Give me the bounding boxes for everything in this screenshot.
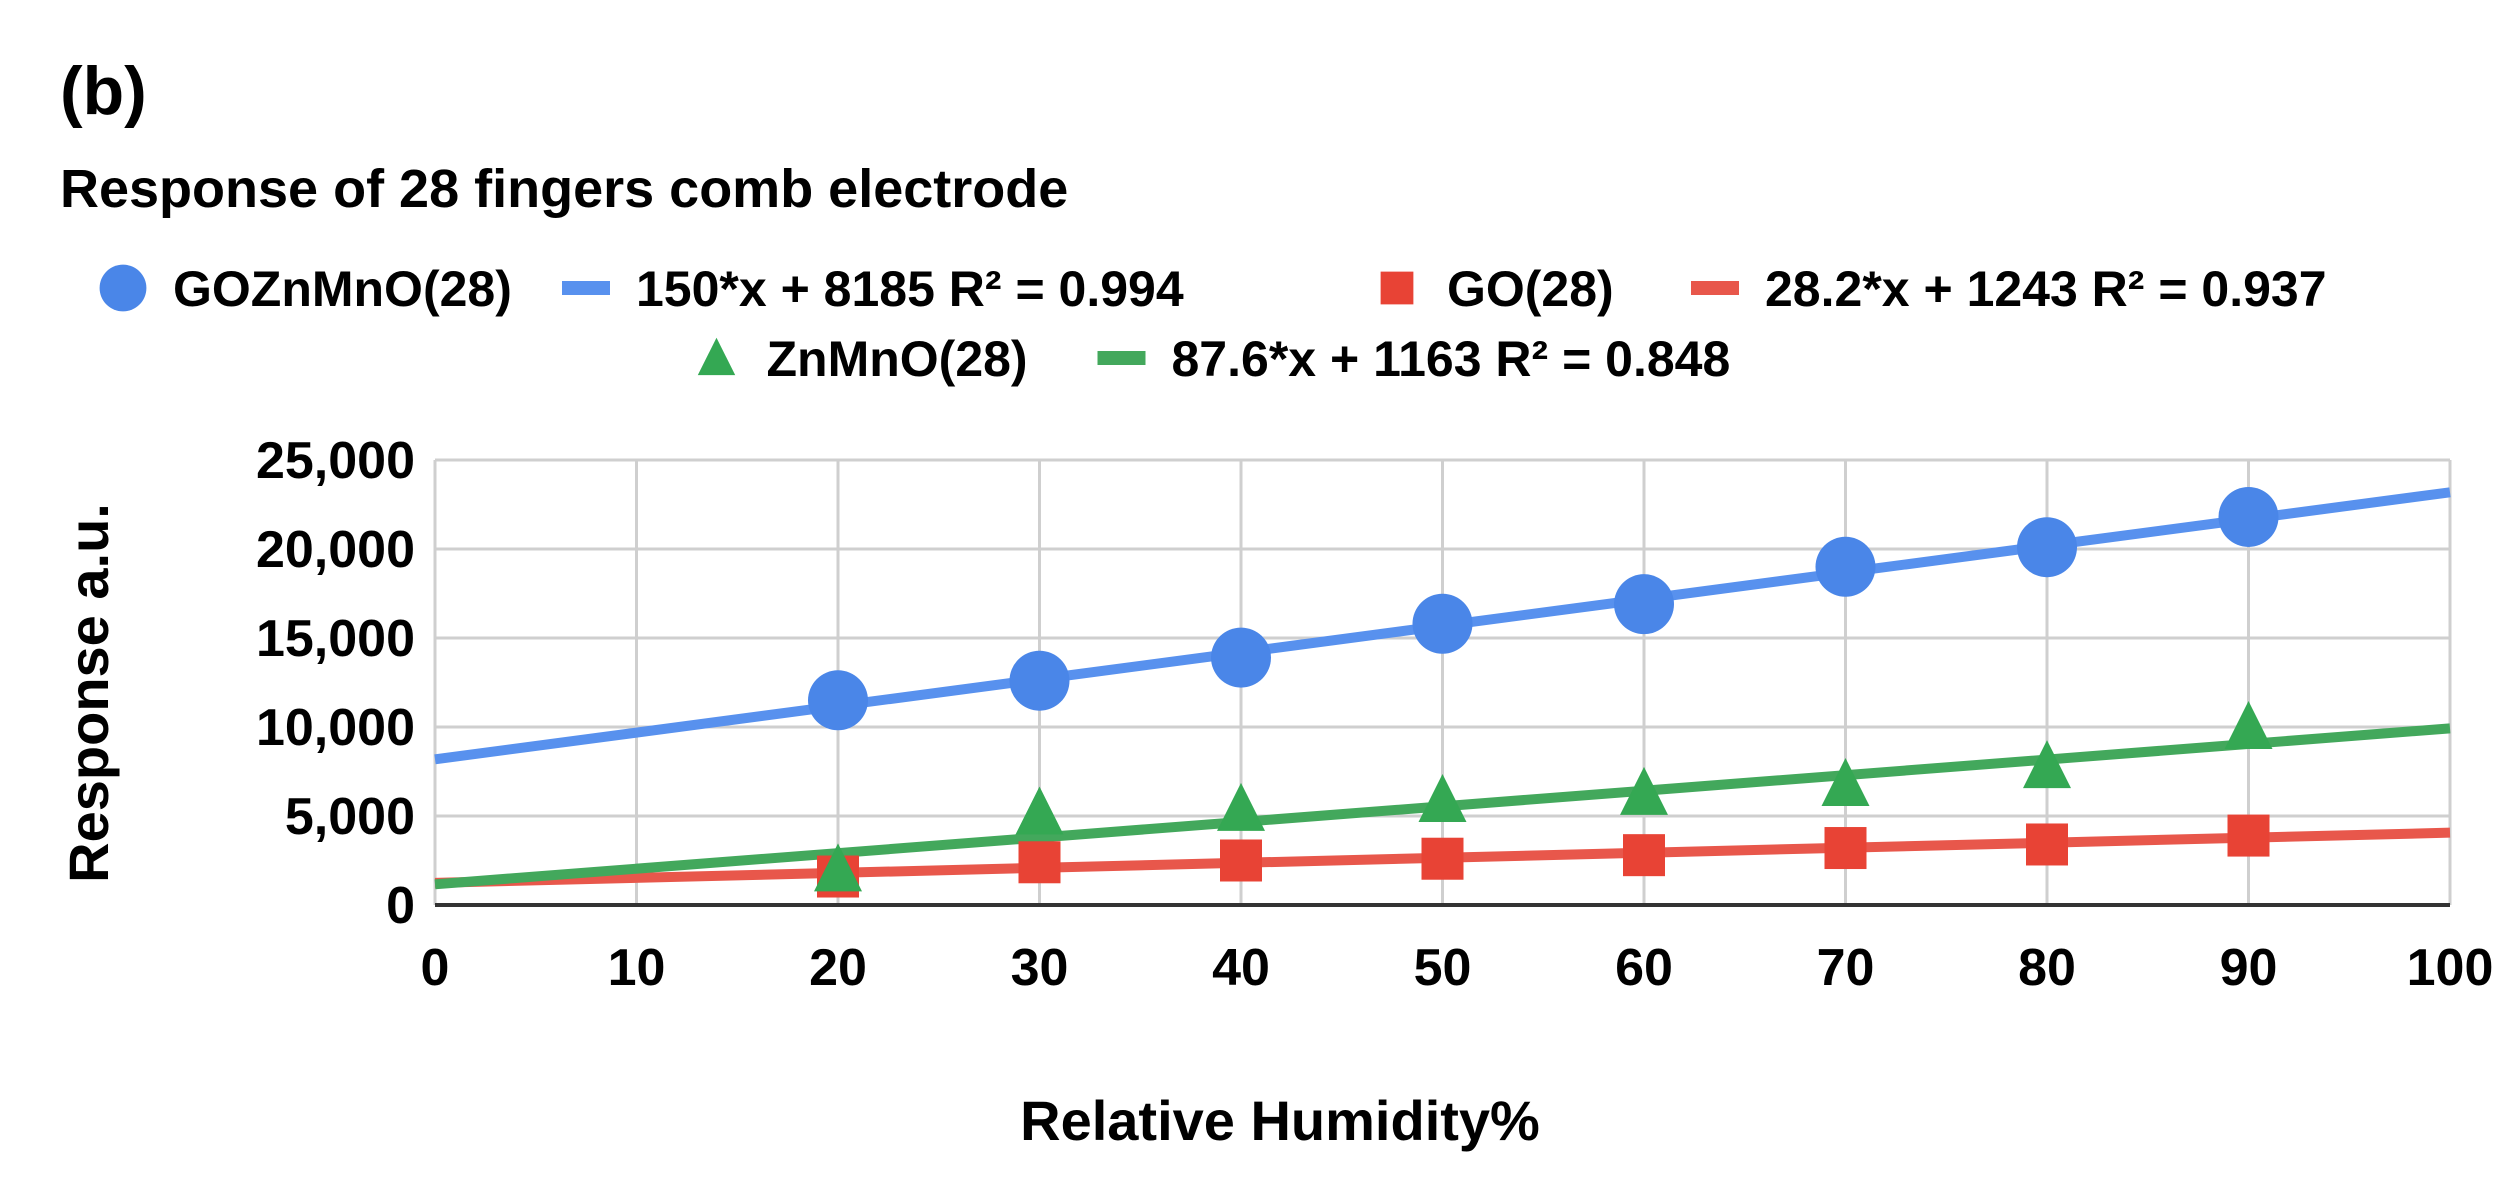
legend-trendline-goznmno-28-: 150*x + 8185 R² = 0.994 [562,261,1184,317]
x-tick-label: 20 [809,939,867,997]
x-tick-label: 10 [608,939,666,997]
data-point-znmno-28- [1620,766,1668,815]
data-point-znmno-28- [1418,773,1467,822]
x-tick-label: 70 [1817,939,1875,997]
data-point-znmno-28- [2224,701,2273,749]
data-point-goznmno-28- [1009,650,1070,711]
legend-trendline-go-28-: 28.2*x + 1243 R² = 0.937 [1691,261,2327,317]
legend-go-28--swatch [1380,271,1414,305]
data-point-go-28- [2227,814,2270,857]
x-tick-label: 30 [1011,939,1069,997]
data-point-goznmno-28- [1815,536,1876,597]
y-tick-label: 25,000 [256,432,415,490]
y-tick-label: 15,000 [256,610,415,668]
data-point-go-28- [1824,827,1867,870]
legend-znmno-28--swatch [697,337,736,376]
y-tick-label: 0 [386,877,415,935]
x-tick-label: 100 [2407,939,2494,997]
data-point-znmno-28- [1015,786,1064,835]
data-points [808,486,2279,898]
data-point-go-28- [1623,834,1665,877]
x-tick-label: 0 [421,939,450,997]
x-tick-label: 80 [2018,939,2076,997]
y-tick-label: 10,000 [256,699,415,757]
x-axis-label: Relative Humidity% [1020,1089,1540,1152]
data-point-goznmno-28- [1614,574,1674,635]
data-point-goznmno-28- [1412,593,1473,654]
data-point-go-28- [1421,837,1464,880]
chart-title: Response of 28 fingers comb electrode [60,159,1069,219]
legend: GOZnMnO(28) 150*x + 8185 R² = 0.994 GO(28)… [99,261,2327,387]
legend-goznmno-28--label: GOZnMnO(28) [173,261,512,317]
data-point-znmno-28- [1217,782,1265,831]
data-point-goznmno-28- [2017,517,2077,578]
data-point-goznmno-28- [2218,486,2279,547]
x-tick-label: 60 [1615,939,1673,997]
data-point-go-28- [2026,823,2068,866]
data-point-goznmno-28- [808,670,868,731]
legend-trendline-znmno-28--label: 87.6*x + 1163 R² = 0.848 [1172,331,1731,387]
legend-goznmno-28--swatch [99,264,147,312]
legend-trendline-goznmno-28--swatch [562,281,610,295]
data-point-znmno-28- [2023,740,2071,789]
y-tick-label: 5,000 [285,788,415,846]
data-point-znmno-28- [814,843,862,892]
data-point-go-28- [1018,841,1061,884]
data-point-goznmno-28- [1211,627,1271,688]
legend-trendline-znmno-28-: 87.6*x + 1163 R² = 0.848 [1097,331,1731,387]
data-point-znmno-28- [1821,757,1870,806]
legend-trendline-go-28--swatch [1691,281,1739,295]
legend-goznmno-28-: GOZnMnO(28) [99,261,512,317]
tick-labels: 0 10 20 30 40 50 60 70 80 90 100 0 5,000 10,000 15,000… [256,432,2493,997]
legend-znmno-28--label: ZnMnO(28) [767,331,1028,387]
data-point-go-28- [1220,839,1262,882]
y-tick-label: 20,000 [256,521,415,579]
y-axis-label: Response a.u. [57,503,120,883]
legend-go-28--label: GO(28) [1447,261,1614,317]
legend-znmno-28-: ZnMnO(28) [697,331,1028,387]
panel-label: (b) [60,53,147,129]
legend-trendline-go-28--label: 28.2*x + 1243 R² = 0.937 [1765,261,2327,317]
x-tick-label: 90 [2220,939,2278,997]
legend-trendline-znmno-28--swatch [1097,351,1146,365]
x-tick-label: 40 [1212,939,1270,997]
legend-trendline-goznmno-28--label: 150*x + 8185 R² = 0.994 [636,261,1184,317]
x-tick-label: 50 [1414,939,1472,997]
legend-go-28-: GO(28) [1380,261,1614,317]
